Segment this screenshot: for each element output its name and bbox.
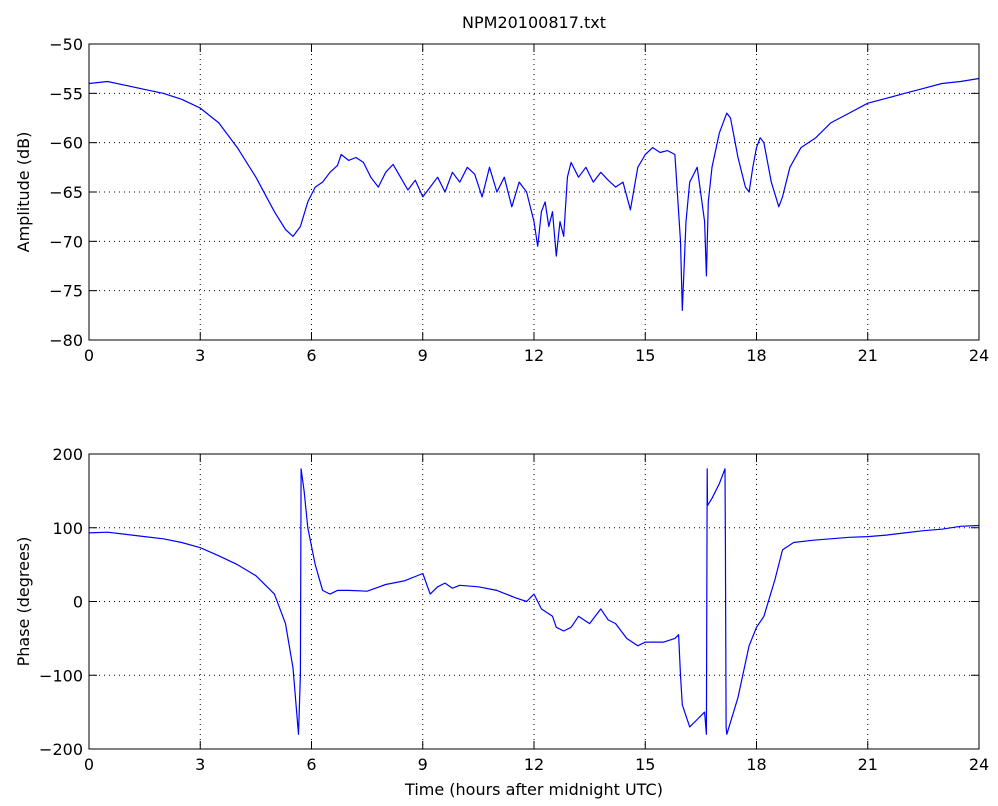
phase-x-tick-label: 0	[84, 755, 94, 774]
amplitude-y-tick-label: −50	[49, 35, 83, 54]
phase-x-axis-label: Time (hours after midnight UTC)	[404, 780, 663, 799]
amplitude-plot-frame	[88, 43, 980, 341]
phase-y-tick-label: 200	[52, 445, 83, 464]
amplitude-x-tick-label: 3	[195, 346, 205, 365]
amplitude-x-tick-label: 24	[969, 346, 989, 365]
phase-plot-frame	[88, 453, 980, 750]
phase-series-line	[88, 468, 980, 735]
figure-title: NPM20100817.txt	[462, 13, 606, 32]
amplitude-x-tick-label: 12	[524, 346, 544, 365]
amplitude-ticks: 0 3 6 9 12 15 18 21 24 −80 −75 −70 −65 −60 −55 −50	[49, 35, 989, 365]
phase-x-tick-label: 15	[635, 755, 655, 774]
amplitude-x-tick-label: 9	[418, 346, 428, 365]
phase-x-tick-label: 12	[524, 755, 544, 774]
amplitude-x-tick-label: 0	[84, 346, 94, 365]
amplitude-x-tick-label: 6	[306, 346, 316, 365]
phase-y-axis-label: Phase (degrees)	[14, 537, 33, 667]
amplitude-y-tick-label: −65	[49, 183, 83, 202]
amplitude-series-line	[88, 77, 980, 311]
amplitude-y-tick-label: −60	[49, 134, 83, 153]
amplitude-y-tick-label: −80	[49, 331, 83, 350]
phase-x-tick-label: 9	[418, 755, 428, 774]
amplitude-panel: 0 3 6 9 12 15 18 21 24 −80 −75 −70 −65 −60 −55 −50 Ampl…	[14, 35, 989, 365]
phase-grid	[89, 454, 979, 749]
phase-y-tick-label: 100	[52, 519, 83, 538]
phase-ticks: 0 3 6 9 12 15 18 21 24 −200 −100 0 100 200	[39, 445, 989, 774]
phase-x-tick-label: 6	[306, 755, 316, 774]
phase-panel: 0 3 6 9 12 15 18 21 24 −200 −100 0 100 200 Phase (deg…	[14, 445, 989, 799]
phase-y-tick-label: −200	[39, 740, 83, 759]
phase-x-tick-label: 18	[746, 755, 766, 774]
phase-x-tick-label: 21	[858, 755, 878, 774]
amplitude-grid	[89, 44, 979, 340]
amplitude-y-tick-label: −55	[49, 84, 83, 103]
phase-x-tick-label: 3	[195, 755, 205, 774]
amplitude-y-tick-label: −75	[49, 282, 83, 301]
amplitude-x-tick-label: 21	[858, 346, 878, 365]
amplitude-x-tick-label: 15	[635, 346, 655, 365]
amplitude-y-tick-label: −70	[49, 232, 83, 251]
phase-y-tick-label: 0	[73, 593, 83, 612]
amplitude-x-tick-label: 18	[746, 346, 766, 365]
phase-x-tick-label: 24	[969, 755, 989, 774]
phase-y-tick-label: −100	[39, 666, 83, 685]
amplitude-y-axis-label: Amplitude (dB)	[14, 132, 33, 253]
